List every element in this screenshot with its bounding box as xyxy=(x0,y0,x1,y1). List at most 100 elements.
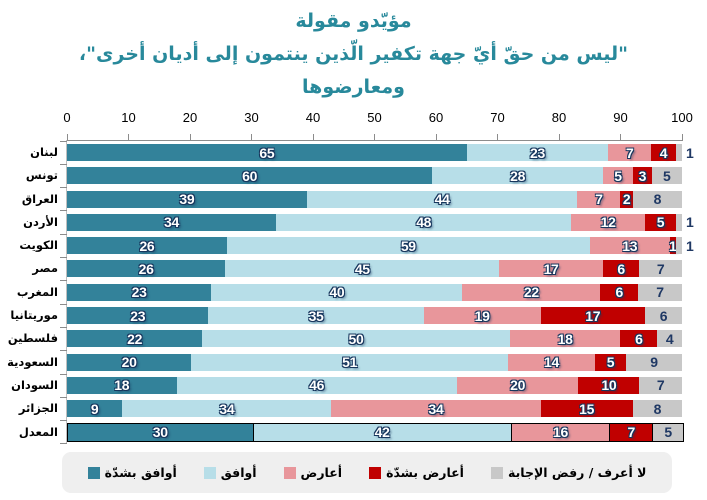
value-label: 7 xyxy=(656,260,665,277)
value-label: 16 xyxy=(552,424,568,441)
value-label-outside: 1 xyxy=(686,144,694,161)
legend-item-strongly-oppose: أعارض بشدّة xyxy=(369,465,464,480)
bar-segment-agree: 23 xyxy=(466,144,609,161)
bar-segment-strongly-oppose: 2 xyxy=(620,190,633,208)
bar-iraq: 39 44 7 2 8 xyxy=(67,190,682,208)
value-label: 7 xyxy=(656,377,665,394)
bar-segment-strongly-agree: 9 xyxy=(67,400,123,418)
x-axis-tick-label: 0 xyxy=(63,110,71,125)
bar-algeria: 9 34 34 15 8 xyxy=(67,400,682,418)
x-axis-tick-label: 40 xyxy=(305,110,321,125)
legend-swatch-strongly-agree xyxy=(87,466,100,479)
legend-label: أوافق بشدّة xyxy=(104,465,177,480)
value-label: 23 xyxy=(131,284,147,301)
value-label: 18 xyxy=(114,377,130,394)
bar-segment-dont-know: 5 xyxy=(652,423,683,441)
y-axis-tick-mark xyxy=(60,420,67,422)
bar-segment-oppose: 7 xyxy=(608,144,652,161)
legend-item-dont-know: لا أعرف / رفض الإجابة xyxy=(490,465,647,480)
y-axis-line xyxy=(66,140,67,444)
category-label: تونس xyxy=(25,168,58,183)
x-axis-tick-mark xyxy=(374,134,375,140)
value-label: 17 xyxy=(585,307,601,324)
value-label: 51 xyxy=(342,354,358,371)
x-axis-tick-label: 90 xyxy=(613,110,628,125)
chart-title: مؤيّدو مقولة "ليس من حقّ أيّ جهة تكفير ا… xyxy=(0,5,707,104)
value-label: 17 xyxy=(543,260,559,277)
value-label: 59 xyxy=(400,237,416,254)
value-label: 5 xyxy=(614,167,622,184)
bar-segment-strongly-agree: 23 xyxy=(67,283,212,301)
value-label: 20 xyxy=(510,377,526,394)
bar-row-iraq: العراق 39 44 7 2 8 xyxy=(0,188,707,211)
x-axis-tick-label: 100 xyxy=(671,110,693,125)
y-axis-tick-mark xyxy=(60,326,67,328)
x-axis-tick-mark xyxy=(189,134,191,140)
bar-egypt: 26 45 17 6 7 xyxy=(67,260,682,278)
bar-segment-dont-know: 7 xyxy=(639,376,682,394)
bar-segment-strongly-agree: 34 xyxy=(67,213,277,231)
legend-label: لا أعرف / رفض الإجابة xyxy=(507,465,647,480)
value-label: 2 xyxy=(622,191,631,208)
bar-segment-strongly-oppose: 1 xyxy=(668,237,677,255)
bar-segment-agree: 40 xyxy=(211,283,463,301)
value-label: 8 xyxy=(653,400,662,417)
category-label: الأردن xyxy=(23,214,58,229)
bar-row-egypt: مصر 26 45 17 6 7 xyxy=(0,257,707,280)
x-axis-tick-mark xyxy=(312,134,314,140)
bar-segment-agree: 28 xyxy=(432,167,603,185)
bar-segment-strongly-agree: 23 xyxy=(67,307,209,325)
value-label: 42 xyxy=(374,424,390,441)
bar-segment-strongly-oppose: 6 xyxy=(602,260,640,278)
value-label: 60 xyxy=(242,167,258,184)
bar-segment-strongly-oppose: 6 xyxy=(620,330,658,348)
x-axis-tick-label: 10 xyxy=(121,110,136,125)
legend-label: أعارض بشدّة xyxy=(386,465,464,480)
bar-palestine: 22 50 18 6 4 xyxy=(67,330,682,348)
legend-item-agree: أوافق xyxy=(203,465,257,480)
bar-segment-dont-know: 9 xyxy=(626,353,682,371)
bar-segment-dont-know: 7 xyxy=(638,283,682,301)
bar-segment-oppose: 20 xyxy=(456,376,579,394)
value-label: 26 xyxy=(139,237,155,254)
value-label: 1 xyxy=(668,237,677,254)
bar-row-saudi-arabia: السعودية 20 51 14 5 9 xyxy=(0,351,707,374)
y-axis-tick-mark xyxy=(60,350,67,352)
bar-segment-oppose: 17 xyxy=(499,260,603,278)
category-label: لبنان xyxy=(30,145,58,159)
value-label: 5 xyxy=(663,167,671,184)
bar-segment-oppose: 19 xyxy=(423,307,541,325)
value-label: 26 xyxy=(138,260,154,277)
bar-morocco: 23 40 22 6 7 xyxy=(67,283,682,301)
value-label: 4 xyxy=(665,330,674,347)
bar-segment-strongly-oppose: 17 xyxy=(540,307,646,325)
value-label: 5 xyxy=(656,214,665,231)
bar-segment-strongly-oppose: 4 xyxy=(651,144,676,161)
bar-segment-agree: 46 xyxy=(176,376,457,394)
value-label: 5 xyxy=(606,354,615,371)
value-label: 35 xyxy=(308,307,324,324)
y-axis-tick-mark xyxy=(60,257,67,258)
value-label: 39 xyxy=(179,191,195,208)
bar-row-mauritania: موريتانيا 23 35 19 17 6 xyxy=(0,304,707,327)
value-label: 4 xyxy=(659,144,668,161)
x-axis-tick-label: 70 xyxy=(490,110,505,125)
bar-rows: لبنان 65 23 7 4 1 تونس 60 28 5 3 5 العراق 39 44 7 2 8 الأر… xyxy=(0,141,707,444)
bar-segment-strongly-agree: 26 xyxy=(67,237,227,255)
value-label: 22 xyxy=(523,284,539,301)
category-label: فلسطين xyxy=(7,331,58,346)
bar-segment-oppose: 18 xyxy=(509,330,621,348)
bar-tunisia: 60 28 5 3 5 xyxy=(67,167,682,185)
x-axis-tick-label: 60 xyxy=(428,110,444,125)
x-axis-tick-mark xyxy=(497,134,498,140)
value-label: 6 xyxy=(617,260,625,277)
legend: أوافق بشدّة أوافق أعارض أعارض بشدّة لا أعرف … xyxy=(62,452,672,493)
bar-segment-strongly-agree: 22 xyxy=(67,330,203,348)
value-label: 30 xyxy=(152,424,168,441)
legend-label: أوافق xyxy=(220,465,257,480)
value-label: 9 xyxy=(650,354,658,371)
value-label: 46 xyxy=(309,377,325,394)
y-axis-tick-mark xyxy=(60,280,67,282)
bar-segment-agree: 51 xyxy=(191,353,509,371)
bar-segment-dont-know: 8 xyxy=(632,400,682,418)
